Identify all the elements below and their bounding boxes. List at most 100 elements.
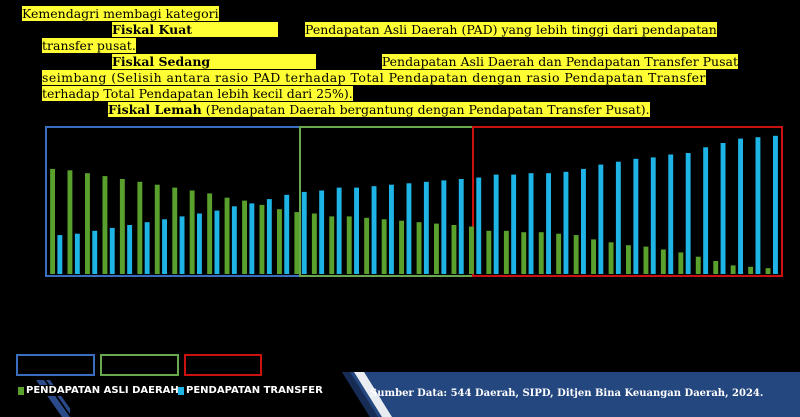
fiskal-kuat-desc-cont: transfer pusat. bbox=[42, 38, 136, 53]
bar-transfer-14 bbox=[284, 194, 290, 274]
bar-transfer-3 bbox=[92, 230, 98, 274]
bar-pad-10 bbox=[207, 193, 213, 274]
bar-transfer-9 bbox=[197, 213, 202, 274]
bar-transfer-27 bbox=[511, 174, 517, 274]
bar-transfer-39 bbox=[720, 143, 726, 274]
bar-transfer-15 bbox=[301, 191, 307, 274]
fiskal-sedang-desc: Pendapatan Asli Daerah dan Pendapatan Tr… bbox=[381, 54, 738, 69]
bar-transfer-23 bbox=[441, 180, 447, 274]
bar-transfer-8 bbox=[179, 216, 185, 274]
bar-transfer-20 bbox=[389, 184, 394, 274]
bar-pad-9 bbox=[189, 190, 195, 274]
bar-pad-24 bbox=[451, 225, 457, 274]
bar-transfer-42 bbox=[773, 135, 778, 274]
fiskal-kuat-desc: Pendapatan Asli Daerah (PAD) yang lebih … bbox=[305, 22, 717, 37]
bar-transfer-17 bbox=[336, 187, 342, 274]
fiskal-lemah-label: Fiskal Lemah bbox=[108, 102, 202, 117]
bar-transfer-5 bbox=[127, 225, 133, 274]
bar-pad-5 bbox=[119, 179, 125, 274]
bar-pad-23 bbox=[434, 223, 439, 274]
bar-pad-14 bbox=[277, 209, 282, 274]
bar-transfer-1 bbox=[57, 235, 63, 274]
bar-pad-33 bbox=[608, 242, 614, 274]
bar-pad-15 bbox=[294, 212, 300, 274]
fiskal-lemah-desc: (Pendapatan Daerah bergantung dengan Pen… bbox=[201, 102, 650, 117]
bar-pad-36 bbox=[660, 249, 666, 274]
bar-transfer-33 bbox=[615, 161, 621, 274]
bar-pad-4 bbox=[102, 176, 108, 274]
bar-pad-8 bbox=[172, 187, 178, 274]
legend-box-fiskal-sedang bbox=[100, 354, 179, 376]
intro-text: Kemendagri membagi kategori bbox=[22, 6, 219, 21]
bar-pad-20 bbox=[381, 219, 387, 274]
bar-pad-6 bbox=[137, 181, 143, 274]
bar-transfer-13 bbox=[266, 199, 272, 274]
legend-box-fiskal-lemah bbox=[184, 354, 262, 376]
bar-pad-28 bbox=[521, 232, 527, 274]
legend-label-pad: PENDAPATAN ASLI DAERAH bbox=[26, 385, 179, 396]
bar-transfer-18 bbox=[354, 187, 359, 274]
bar-pad-38 bbox=[695, 256, 701, 274]
bar-transfer-32 bbox=[598, 164, 604, 274]
bar-pad-42 bbox=[765, 268, 771, 274]
bar-pad-27 bbox=[503, 230, 509, 274]
bar-pad-7 bbox=[154, 184, 160, 274]
bar-transfer-11 bbox=[231, 206, 237, 274]
bar-transfer-41 bbox=[755, 137, 761, 274]
bar-transfer-24 bbox=[458, 179, 464, 274]
bar-pad-37 bbox=[678, 252, 684, 274]
source-banner bbox=[342, 372, 800, 417]
bar-pad-18 bbox=[346, 216, 352, 274]
bar-pad-2 bbox=[67, 170, 73, 274]
bar-transfer-12 bbox=[249, 203, 255, 274]
bar-pad-34 bbox=[626, 245, 631, 274]
bar-pad-31 bbox=[573, 235, 579, 274]
bar-pad-32 bbox=[591, 239, 596, 274]
bar-transfer-2 bbox=[74, 233, 80, 274]
source-text: Sumber Data: 544 Daerah, SIPD, Ditjen Bi… bbox=[370, 388, 764, 399]
bar-pad-11 bbox=[224, 197, 230, 274]
legend-swatch-pad bbox=[18, 387, 24, 395]
legend-swatch-transfer bbox=[178, 387, 184, 395]
bar-pad-26 bbox=[486, 230, 492, 274]
bar-transfer-21 bbox=[406, 183, 412, 274]
fiskal-sedang-label: Fiskal Sedang bbox=[112, 54, 317, 69]
bar-pad-12 bbox=[242, 200, 247, 274]
bar-transfer-35 bbox=[650, 157, 656, 274]
bar-transfer-38 bbox=[703, 147, 709, 274]
bar-transfer-19 bbox=[371, 186, 377, 274]
bar-transfer-34 bbox=[633, 158, 639, 274]
bar-pad-21 bbox=[399, 220, 404, 274]
bar-transfer-7 bbox=[162, 219, 167, 274]
bar-pad-35 bbox=[643, 246, 649, 274]
bar-transfer-16 bbox=[319, 190, 325, 274]
bar-pad-16 bbox=[311, 213, 317, 274]
bar-transfer-6 bbox=[144, 222, 150, 274]
bar-pad-22 bbox=[416, 222, 422, 274]
bar-transfer-26 bbox=[493, 174, 499, 274]
bar-transfer-36 bbox=[668, 154, 674, 274]
bar-transfer-37 bbox=[685, 153, 691, 274]
bar-pad-13 bbox=[259, 204, 265, 274]
bar-pad-39 bbox=[713, 261, 719, 274]
bar-pad-17 bbox=[329, 216, 335, 274]
group-frame-fiskal-lemah bbox=[472, 126, 783, 277]
bar-transfer-40 bbox=[738, 138, 743, 274]
bar-transfer-30 bbox=[563, 171, 569, 274]
pad-vs-transfer-bar-chart bbox=[45, 126, 783, 277]
bar-pad-1 bbox=[50, 168, 55, 274]
legend-label-transfer: PENDAPATAN TRANSFER bbox=[186, 385, 323, 396]
bar-transfer-10 bbox=[214, 210, 220, 274]
bar-pad-40 bbox=[730, 265, 736, 274]
bar-pad-19 bbox=[364, 217, 370, 274]
bar-transfer-25 bbox=[476, 177, 482, 274]
fiskal-sedang-desc-cont1: seimbang (Selisih antara rasio PAD terha… bbox=[42, 70, 706, 85]
bar-pad-30 bbox=[556, 233, 562, 274]
bar-transfer-22 bbox=[423, 181, 429, 274]
bar-pad-3 bbox=[85, 173, 90, 274]
bar-pad-41 bbox=[748, 266, 754, 274]
fiskal-sedang-desc-cont2: terhadap Total Pendapatan lebih kecil da… bbox=[42, 86, 353, 101]
bar-transfer-28 bbox=[528, 173, 534, 274]
fiskal-kuat-label: Fiskal Kuat bbox=[112, 22, 279, 37]
bar-transfer-4 bbox=[109, 227, 115, 274]
